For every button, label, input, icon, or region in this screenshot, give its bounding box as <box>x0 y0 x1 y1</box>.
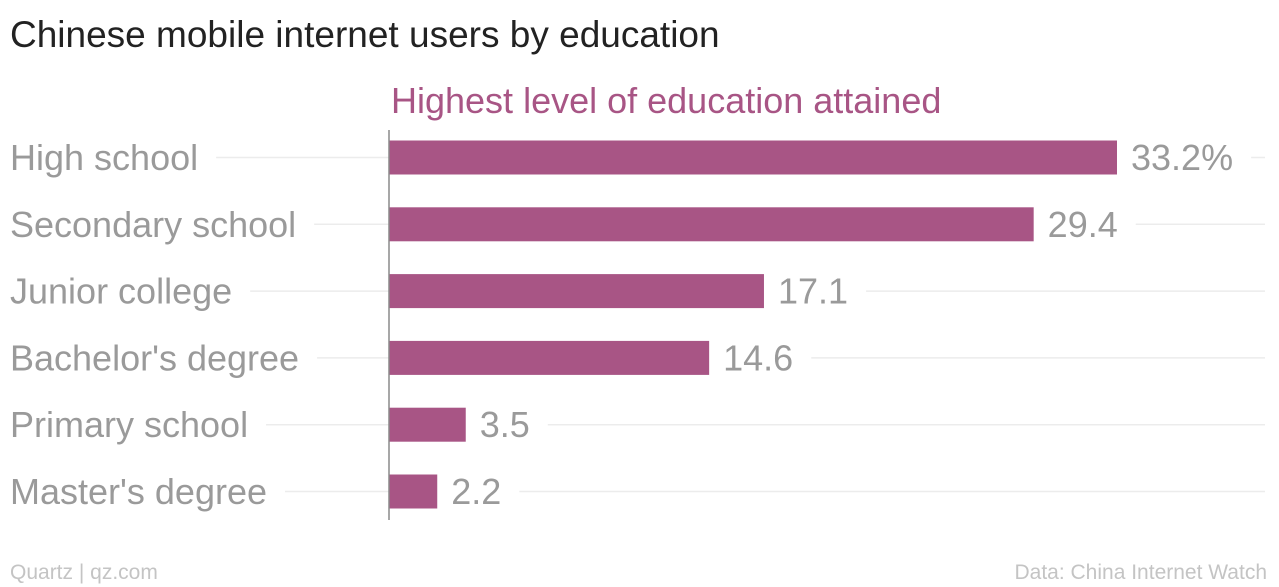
value-label: 17.1 <box>778 271 848 312</box>
chart-title: Chinese mobile internet users by educati… <box>10 14 720 55</box>
category-label: Secondary school <box>10 204 296 245</box>
category-label: Primary school <box>10 404 248 445</box>
bar <box>389 274 764 309</box>
bar <box>389 407 466 442</box>
bar <box>389 207 1034 242</box>
footer-credit: Quartz | qz.com <box>10 561 158 584</box>
category-label: Bachelor's degree <box>10 337 299 378</box>
footer-source: Data: China Internet Watch <box>1014 561 1267 584</box>
value-label: 29.4 <box>1048 204 1118 245</box>
bar <box>389 140 1117 175</box>
value-label: 33.2% <box>1131 137 1233 178</box>
category-label: High school <box>10 137 198 178</box>
chart-subtitle: Highest level of education attained <box>391 80 942 121</box>
bar <box>389 474 438 509</box>
bar <box>389 340 710 375</box>
value-label: 14.6 <box>723 337 793 378</box>
value-label: 2.2 <box>451 471 501 512</box>
value-label: 3.5 <box>480 404 530 445</box>
category-label: Master's degree <box>10 471 267 512</box>
category-label: Junior college <box>10 271 232 312</box>
